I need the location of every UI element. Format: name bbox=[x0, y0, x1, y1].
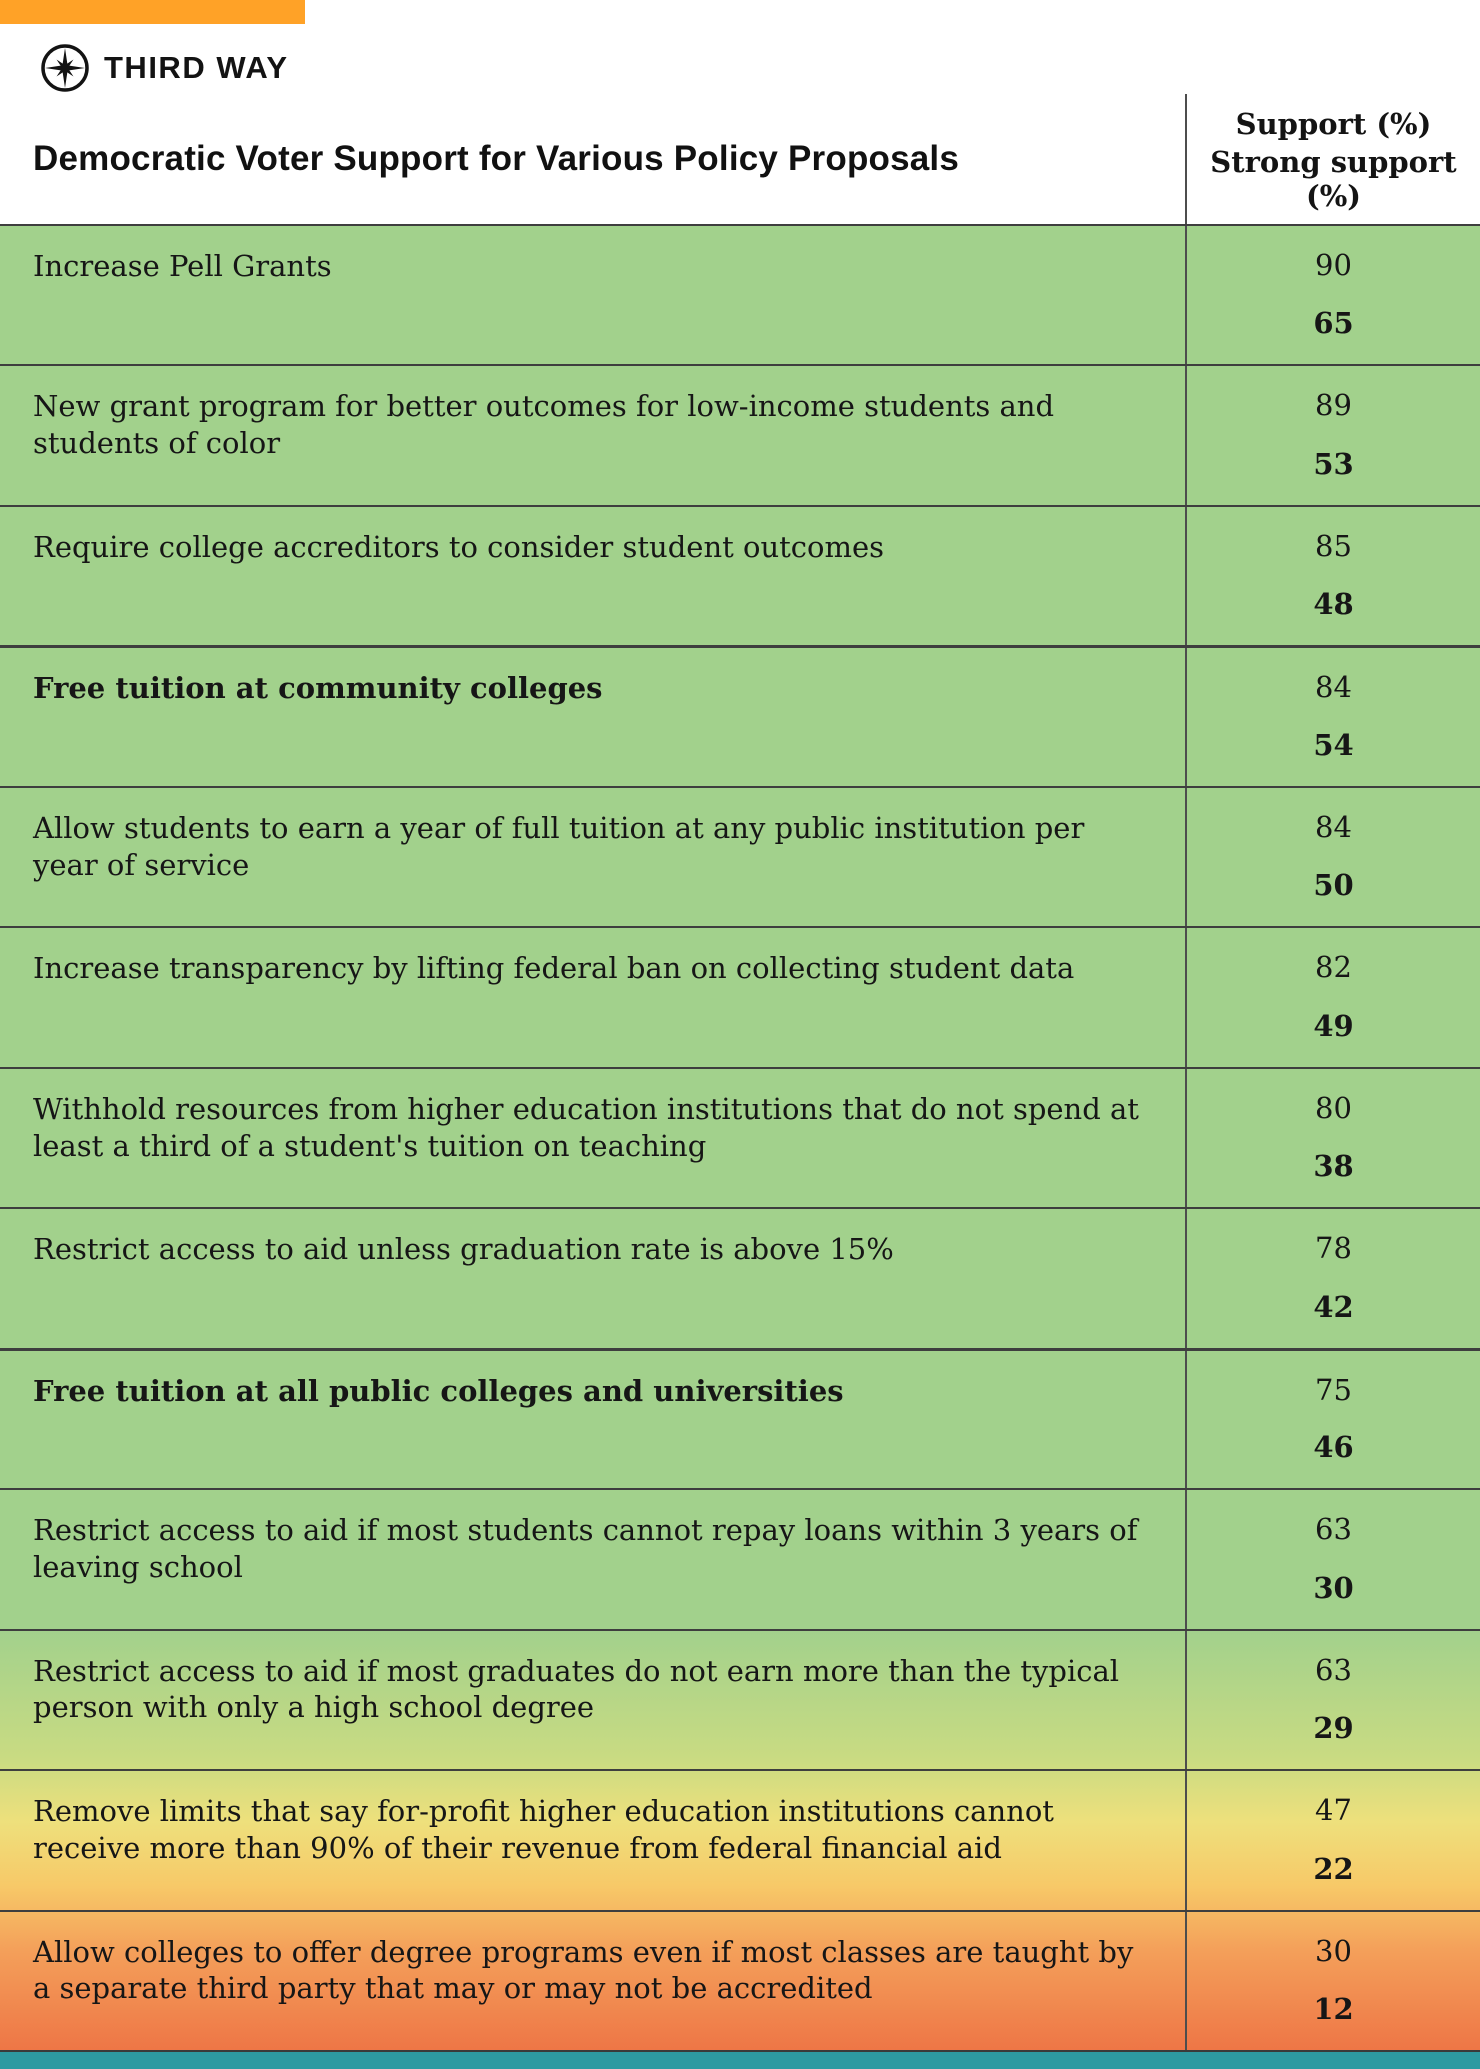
table-row: Restrict access to aid unless graduation… bbox=[0, 1207, 1480, 1348]
table-row: Require college accreditors to consider … bbox=[0, 504, 1480, 646]
value-cell: 75 46 bbox=[1185, 1350, 1480, 1489]
strong-support-value: 49 bbox=[1313, 1008, 1354, 1043]
table-row: Allow students to earn a year of full tu… bbox=[0, 785, 1480, 927]
proposal-label: Allow colleges to offer degree programs … bbox=[33, 1934, 1134, 2006]
value-cell: 30 12 bbox=[1185, 1911, 1480, 2050]
proposal-label: New grant program for better outcomes fo… bbox=[33, 389, 1055, 461]
strong-support-value: 22 bbox=[1313, 1851, 1354, 1886]
proposal-label: Withhold resources from higher education… bbox=[33, 1091, 1139, 1163]
table-row: Restrict access to aid if most graduates… bbox=[0, 1628, 1480, 1770]
compass-star-icon bbox=[40, 43, 90, 93]
strong-support-col-header: Strong support (%) bbox=[1210, 145, 1457, 214]
value-cell: 63 29 bbox=[1185, 1630, 1480, 1770]
value-cell: 63 30 bbox=[1185, 1490, 1480, 1629]
top-accent-bar bbox=[0, 0, 305, 24]
value-cell: 89 53 bbox=[1185, 366, 1480, 505]
support-col-header: Support (%) bbox=[1235, 106, 1432, 141]
table-row: Increase Pell Grants 90 65 bbox=[0, 224, 1480, 365]
table-row: Free tuition at all public colleges and … bbox=[0, 1347, 1480, 1489]
support-value: 80 bbox=[1315, 1090, 1352, 1125]
value-cell: 82 49 bbox=[1185, 928, 1480, 1067]
support-value: 30 bbox=[1315, 1933, 1352, 1968]
strong-support-value: 54 bbox=[1313, 727, 1354, 762]
table-row: Increase transparency by lifting federal… bbox=[0, 926, 1480, 1067]
value-column-header: Support (%) Strong support (%) bbox=[1185, 94, 1480, 224]
proposal-label: Allow students to earn a year of full tu… bbox=[33, 810, 1085, 882]
logo-wordmark: THIRD WAY bbox=[104, 50, 289, 85]
table-header: Democratic Voter Support for Various Pol… bbox=[0, 94, 1480, 224]
value-cell: 78 42 bbox=[1185, 1209, 1480, 1348]
support-value: 63 bbox=[1315, 1512, 1352, 1547]
proposal-label: Free tuition at community colleges bbox=[33, 671, 603, 706]
third-way-logo: THIRD WAY bbox=[40, 42, 1480, 94]
value-cell: 80 38 bbox=[1185, 1068, 1480, 1208]
strong-support-value: 65 bbox=[1313, 306, 1354, 341]
proposal-label: Increase Pell Grants bbox=[33, 249, 332, 283]
value-cell: 85 48 bbox=[1185, 506, 1480, 646]
support-value: 84 bbox=[1315, 809, 1352, 844]
table-row: Remove limits that say for-profit higher… bbox=[0, 1769, 1480, 1910]
strong-support-value: 29 bbox=[1313, 1711, 1354, 1746]
policy-table: Increase Pell Grants 90 65 New grant pro… bbox=[0, 224, 1480, 2052]
table-row: Allow colleges to offer degree programs … bbox=[0, 1909, 1480, 2050]
table-row: Free tuition at community colleges 84 54 bbox=[0, 645, 1480, 786]
strong-support-value: 38 bbox=[1313, 1149, 1354, 1184]
support-value: 89 bbox=[1315, 388, 1352, 423]
page-title: Democratic Voter Support for Various Pol… bbox=[33, 139, 960, 178]
strong-support-value: 30 bbox=[1313, 1570, 1354, 1605]
table-row: Withhold resources from higher education… bbox=[0, 1066, 1480, 1208]
proposal-label: Restrict access to aid if most students … bbox=[33, 1513, 1138, 1584]
strong-support-value: 46 bbox=[1313, 1430, 1354, 1465]
support-value: 85 bbox=[1315, 528, 1352, 563]
proposal-label: Restrict access to aid unless graduation… bbox=[33, 1232, 894, 1267]
proposal-label: Increase transparency by lifting federal… bbox=[33, 951, 1075, 986]
support-value: 90 bbox=[1315, 248, 1352, 282]
proposal-label: Require college accreditors to consider … bbox=[33, 529, 885, 564]
value-cell: 90 65 bbox=[1185, 226, 1480, 365]
proposal-label: Remove limits that say for-profit higher… bbox=[33, 1794, 1054, 1865]
support-value: 47 bbox=[1315, 1793, 1352, 1828]
bottom-accent-bar bbox=[0, 2052, 1480, 2069]
support-value: 75 bbox=[1315, 1372, 1352, 1407]
strong-support-value: 48 bbox=[1313, 587, 1354, 622]
support-value: 63 bbox=[1315, 1652, 1352, 1687]
value-cell: 47 22 bbox=[1185, 1771, 1480, 1910]
table-row: Restrict access to aid if most students … bbox=[0, 1488, 1480, 1629]
value-cell: 84 50 bbox=[1185, 787, 1480, 927]
strong-support-value: 42 bbox=[1313, 1289, 1354, 1324]
value-cell: 84 54 bbox=[1185, 648, 1480, 786]
proposal-label: Restrict access to aid if most graduates… bbox=[33, 1653, 1120, 1725]
strong-support-value: 12 bbox=[1313, 1991, 1354, 2026]
support-value: 78 bbox=[1315, 1231, 1352, 1266]
support-value: 84 bbox=[1315, 670, 1352, 705]
table-row: New grant program for better outcomes fo… bbox=[0, 364, 1480, 505]
proposal-label: Free tuition at all public colleges and … bbox=[33, 1373, 844, 1408]
support-value: 82 bbox=[1315, 950, 1352, 985]
strong-support-value: 53 bbox=[1313, 446, 1354, 481]
strong-support-value: 50 bbox=[1313, 868, 1354, 903]
